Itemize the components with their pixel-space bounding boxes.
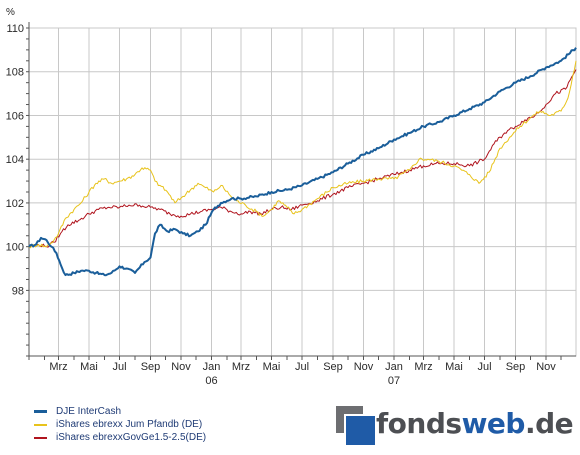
- legend-label-govge: iShares ebrexxGovGe1.5-2.5(DE): [56, 432, 207, 443]
- series-line-ishares-pfandb: [28, 60, 577, 249]
- legend-label-pfandb: iShares ebrexx Jum Pfandb (DE): [56, 419, 203, 430]
- x-tick-label: Sep: [506, 361, 526, 373]
- y-tick-label: 106: [6, 110, 24, 122]
- chart-legend: DJE InterCash iShares ebrexx Jum Pfandb …: [34, 405, 206, 444]
- x-tick-label: Jan: [385, 361, 403, 373]
- logo-text-web: web: [461, 407, 526, 440]
- x-year-label: 07: [388, 375, 400, 387]
- series-line-dje-intercash: [28, 47, 577, 277]
- y-tick-label: 98: [12, 285, 24, 297]
- x-tick-label: Mrz: [232, 361, 250, 373]
- legend-swatch-dje: [34, 410, 47, 413]
- x-tick-label: Sep: [323, 361, 343, 373]
- x-tick-label: Nov: [354, 361, 374, 373]
- y-axis-unit-label: %: [6, 7, 15, 18]
- performance-chart: 98 100 102 104 106 108 110 Mrz Mai Jul Sep Nov Jan Mr…: [6, 7, 577, 387]
- x-tick-label: Mai: [445, 361, 463, 373]
- legend-swatch-pfandb: [34, 423, 47, 426]
- x-tick-label: Jul: [112, 361, 126, 373]
- x-tick-label: Jan: [203, 361, 221, 373]
- y-tick-label: 100: [6, 242, 24, 254]
- legend-swatch-govge: [34, 436, 47, 439]
- chart-series: [28, 47, 577, 277]
- logo-text-fonds: fonds: [376, 407, 462, 440]
- x-tick-label: Mai: [263, 361, 281, 373]
- x-year-label: 06: [205, 375, 217, 387]
- fondsweb-logo: fondsweb.de: [336, 403, 574, 447]
- legend-label-dje: DJE InterCash: [56, 406, 122, 417]
- fondsweb-logo-mark-icon: [336, 406, 375, 445]
- x-tick-label: Jul: [295, 361, 309, 373]
- y-tick-label: 102: [6, 198, 24, 210]
- legend-item-pfandb: iShares ebrexx Jum Pfandb (DE): [34, 418, 206, 431]
- chart-axes: 98 100 102 104 106 108 110 Mrz Mai Jul Sep Nov Jan Mr…: [6, 22, 576, 387]
- x-tick-label: Jul: [477, 361, 491, 373]
- y-tick-label: 110: [6, 23, 24, 35]
- chart-grid: [28, 27, 577, 357]
- x-tick-label: Sep: [141, 361, 161, 373]
- x-tick-label: Mrz: [49, 361, 67, 373]
- fondsweb-logo-text: fondsweb.de: [376, 407, 574, 440]
- x-tick-label: Nov: [536, 361, 556, 373]
- legend-item-govge: iShares ebrexxGovGe1.5-2.5(DE): [34, 431, 206, 444]
- y-tick-label: 108: [6, 67, 24, 79]
- logo-text-domain: .de: [524, 407, 574, 440]
- x-tick-label: Mrz: [414, 361, 432, 373]
- y-tick-label: 104: [6, 154, 24, 166]
- series-line-ishares-govge: [28, 69, 577, 248]
- legend-item-dje: DJE InterCash: [34, 405, 206, 418]
- x-tick-label: Nov: [171, 361, 191, 373]
- x-tick-label: Mai: [80, 361, 98, 373]
